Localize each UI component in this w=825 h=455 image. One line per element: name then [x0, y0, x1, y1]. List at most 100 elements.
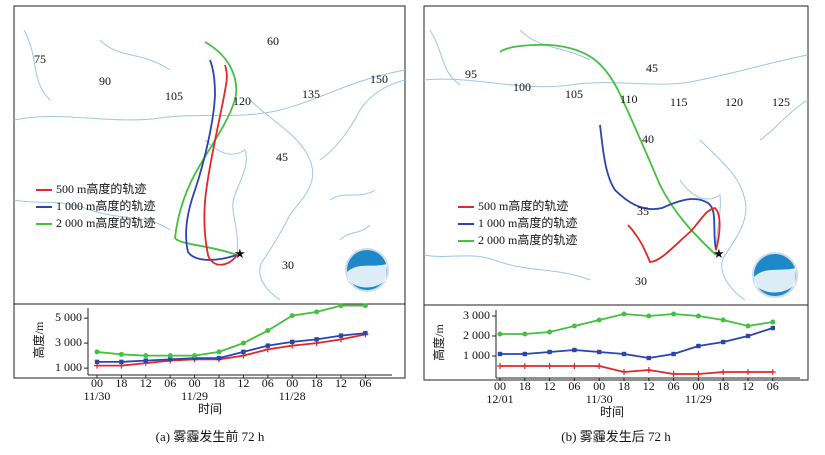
date-label: 11/28 — [279, 389, 306, 403]
height-line — [500, 365, 773, 375]
caption: (a) 雾霾发生前 72 h — [156, 429, 265, 444]
map-label: 120 — [725, 95, 743, 109]
point — [240, 340, 246, 346]
date-label: 11/30 — [84, 389, 111, 403]
point — [695, 371, 702, 377]
height-line — [96, 304, 366, 357]
map-label: 90 — [99, 74, 111, 88]
map-label: 135 — [302, 87, 320, 101]
x-tick-label: 18 — [213, 376, 225, 390]
map-label: 95 — [465, 67, 477, 81]
point — [363, 330, 368, 336]
map-label: 30 — [282, 258, 294, 272]
caption: (b) 雾霾发生后 72 h — [561, 429, 671, 444]
map-label: 125 — [772, 95, 790, 109]
point — [621, 369, 627, 375]
point — [216, 349, 222, 355]
x-tick-label: 00 — [189, 376, 201, 390]
point — [241, 349, 246, 355]
point — [94, 359, 100, 365]
x-tick-label: 12 — [140, 376, 152, 390]
x-tick-label: 00 — [494, 379, 506, 393]
map-label: 150 — [370, 72, 388, 86]
point — [547, 349, 552, 355]
height-line — [97, 332, 366, 363]
point — [546, 363, 553, 369]
point — [745, 369, 751, 375]
x-tick-label: 18 — [115, 376, 127, 390]
x-tick-label: 12 — [643, 379, 655, 393]
point — [770, 319, 776, 325]
date-label: 12/01 — [486, 392, 513, 406]
x-tick-label: 06 — [164, 376, 176, 390]
point — [720, 369, 727, 375]
point — [671, 351, 676, 357]
x-axis-label: 时间 — [198, 402, 222, 416]
point — [695, 313, 701, 319]
map-label: 105 — [565, 87, 583, 101]
trajectories: ★ — [499, 43, 725, 263]
map-label: 100 — [513, 80, 531, 94]
point — [621, 311, 627, 317]
point — [497, 351, 503, 357]
y-tick-label: 5 000 — [55, 310, 82, 324]
source-star: ★ — [234, 246, 246, 261]
x-tick-label: 12 — [742, 379, 754, 393]
point — [596, 317, 602, 323]
point — [338, 303, 344, 309]
map-label: 60 — [267, 34, 279, 48]
x-tick-label: 12 — [237, 376, 249, 390]
legend-label: 2 000 m高度的轨迹 — [478, 232, 577, 247]
date-label: 11/29 — [181, 389, 208, 403]
point — [314, 337, 319, 342]
point — [696, 343, 701, 349]
point — [671, 311, 677, 317]
legend-label: 1 000 m高度的轨迹 — [56, 198, 155, 213]
y-tick-label: 3 000 — [463, 308, 490, 322]
point — [167, 353, 173, 359]
x-tick-label: 12 — [544, 379, 556, 393]
point — [94, 349, 100, 355]
panel-frame — [13, 5, 406, 379]
point — [497, 363, 503, 369]
x-tick-label: 18 — [717, 379, 729, 393]
y-tick-label: 1 000 — [55, 360, 82, 374]
point — [571, 363, 578, 369]
map-label: 40 — [642, 132, 654, 146]
source-star: ★ — [713, 246, 725, 261]
x-tick-label: 18 — [311, 376, 323, 390]
legend-label: 500 m高度的轨迹 — [56, 181, 146, 196]
point — [338, 333, 344, 338]
point — [290, 339, 295, 345]
point — [497, 331, 503, 337]
noaa-logo — [345, 248, 798, 298]
point — [521, 363, 528, 369]
point — [597, 349, 602, 355]
point — [265, 343, 270, 348]
map-label: 45 — [646, 61, 658, 75]
x-tick-label: 00 — [593, 379, 605, 393]
x-tick-label: 00 — [692, 379, 704, 393]
map-label: 45 — [276, 150, 288, 164]
legend-label: 500 m高度的轨迹 — [478, 198, 568, 213]
point — [547, 329, 553, 335]
date-label: 11/29 — [685, 392, 712, 406]
point — [646, 313, 652, 319]
point — [143, 358, 148, 363]
point — [769, 369, 776, 375]
y-axis-label: 高度/m — [31, 321, 46, 358]
map-label: 105 — [165, 89, 183, 103]
point — [216, 355, 222, 361]
point — [118, 351, 124, 357]
height-line — [97, 333, 366, 367]
point — [143, 353, 149, 359]
point — [168, 357, 173, 362]
point — [745, 323, 751, 329]
point — [721, 339, 726, 345]
x-tick-label: 00 — [286, 376, 298, 390]
coastlines — [423, 29, 809, 301]
map-label: 115 — [670, 95, 688, 109]
point — [265, 328, 271, 334]
point — [720, 317, 726, 323]
